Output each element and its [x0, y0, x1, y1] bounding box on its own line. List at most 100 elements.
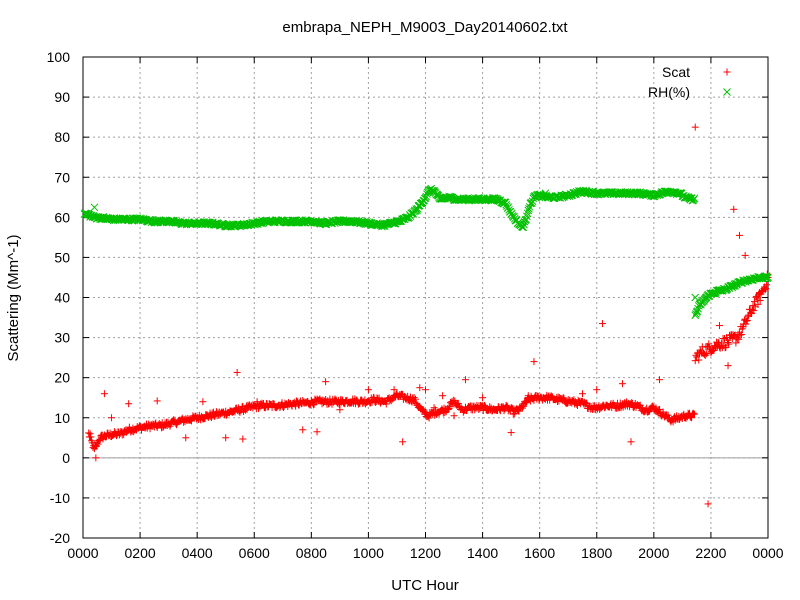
data-point [86, 430, 94, 438]
data-point [754, 300, 762, 308]
data-point [747, 310, 755, 318]
data-point [413, 206, 421, 215]
data-point [559, 394, 567, 402]
data-point [764, 273, 772, 282]
data-point [738, 331, 746, 339]
data-point [690, 194, 699, 203]
y-tick-label: 0 [62, 450, 70, 466]
data-point [656, 376, 664, 384]
data-point [309, 399, 317, 407]
data-point [761, 286, 769, 294]
data-point [725, 340, 733, 348]
data-point [511, 410, 519, 418]
data-point [547, 392, 555, 400]
data-point [520, 220, 528, 229]
data-point [742, 320, 750, 328]
data-point [687, 194, 696, 203]
data-point [578, 390, 586, 398]
data-point [509, 410, 517, 418]
y-axis-title: Scattering (Mm^-1) [5, 234, 22, 361]
data-point [694, 304, 702, 313]
data-point [338, 396, 346, 404]
data-point [372, 398, 380, 406]
y-tick-label: -10 [50, 490, 70, 506]
data-point [704, 500, 712, 508]
data-point [95, 437, 103, 445]
data-point [756, 297, 764, 305]
data-point [242, 406, 250, 414]
data-point [322, 378, 330, 386]
data-point [638, 406, 646, 414]
data-point [730, 205, 738, 213]
data-point [450, 412, 458, 420]
data-point [527, 199, 536, 207]
data-point [481, 401, 489, 409]
data-point [755, 289, 763, 297]
data-point [299, 426, 307, 434]
data-point [664, 411, 672, 419]
data-point [364, 386, 372, 394]
data-point [418, 198, 427, 207]
data-point [153, 397, 161, 405]
data-point [715, 322, 723, 330]
data-point [182, 434, 190, 442]
legend-marker-glyph [723, 68, 731, 76]
data-point [748, 306, 756, 314]
legend: Scat RH(%) [648, 64, 731, 100]
data-point [292, 402, 300, 410]
data-point [627, 438, 635, 446]
chart-title: embrapa_NEPH_M9003_Day20140602.txt [282, 19, 568, 36]
data-point [100, 390, 108, 398]
data-point [419, 407, 427, 415]
legend-marker-scat [723, 68, 731, 76]
data-point [410, 393, 418, 401]
legend-item-scat: Scat [662, 64, 731, 80]
x-tick-label: 2000 [638, 545, 669, 561]
data-point [762, 285, 770, 293]
data-point [522, 399, 530, 407]
data-point [724, 338, 732, 346]
data-point [87, 433, 95, 441]
data-point [484, 406, 492, 414]
data-point [150, 218, 159, 227]
data-point [261, 404, 269, 412]
data-point [422, 386, 429, 394]
y-tick-label: 80 [54, 129, 70, 145]
data-point [382, 400, 390, 408]
data-point [519, 404, 527, 412]
x-tick-label: 0000 [752, 545, 783, 561]
data-point [758, 287, 766, 295]
data-point [515, 407, 523, 415]
data-point [479, 394, 487, 402]
data-point [504, 203, 513, 212]
data-point [412, 395, 420, 403]
series-layer [80, 123, 772, 508]
data-point [155, 420, 163, 428]
x-axis-title: UTC Hour [391, 577, 459, 594]
legend-label-rh: RH(%) [648, 84, 690, 100]
data-point [420, 407, 428, 415]
data-point [172, 421, 180, 429]
data-point [703, 350, 711, 358]
data-point [255, 405, 263, 413]
data-point [598, 320, 606, 328]
data-point [420, 196, 428, 205]
x-tick-label: 1200 [410, 545, 441, 561]
data-point [113, 432, 121, 440]
data-point [416, 384, 424, 392]
series-scat [85, 123, 772, 508]
data-point [724, 362, 732, 370]
y-tick-label: 90 [54, 89, 70, 105]
data-point [354, 400, 362, 408]
data-point [652, 404, 660, 412]
x-tick-label: 0400 [182, 545, 213, 561]
data-point [439, 392, 447, 400]
y-tick-label: 40 [54, 290, 70, 306]
data-point [125, 400, 133, 408]
data-point [108, 414, 116, 422]
data-point [634, 189, 642, 197]
data-point [90, 203, 99, 212]
data-point [222, 434, 230, 442]
legend-marker-rh [723, 88, 731, 96]
